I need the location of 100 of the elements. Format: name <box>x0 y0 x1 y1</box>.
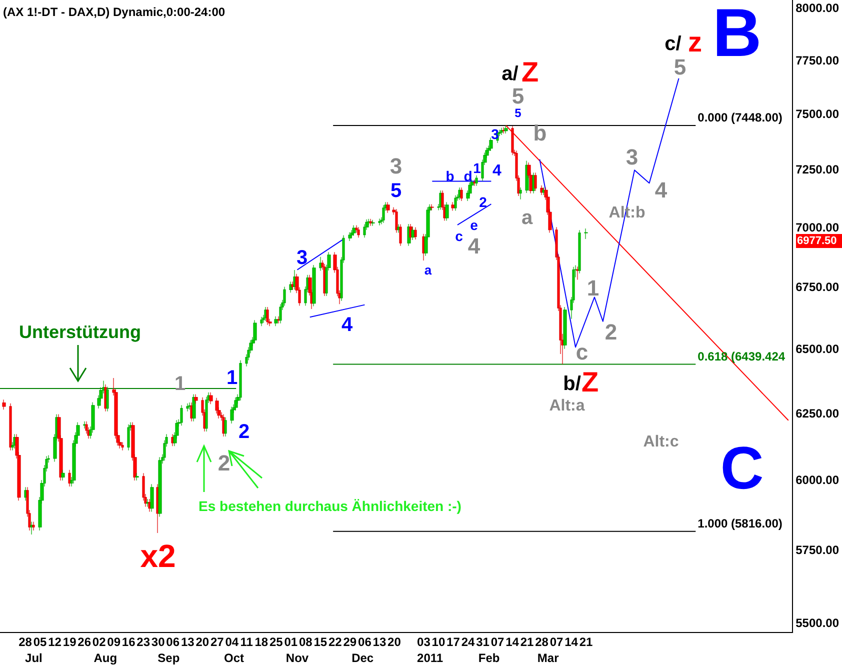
x-tick-label: 20 <box>196 635 210 649</box>
candlestick <box>234 397 238 411</box>
annotation: B <box>712 0 762 71</box>
candlestick <box>451 202 455 212</box>
candlestick <box>194 394 198 404</box>
y-tick-label: 7750.00 <box>796 53 840 68</box>
annotation: C <box>720 434 764 502</box>
x-tick-label: 25 <box>269 635 284 649</box>
x-tick-label: 08 <box>298 635 313 649</box>
candlestick <box>378 218 381 226</box>
candlestick <box>454 194 457 212</box>
candlestick <box>68 470 71 487</box>
annotation: z <box>688 26 702 58</box>
annotation: b/ <box>563 373 582 395</box>
candlestick <box>460 187 463 202</box>
candlestick <box>277 316 280 324</box>
annotation: Z <box>581 366 599 398</box>
x2-tick-label: Jul <box>25 651 42 665</box>
annotation: a <box>521 207 534 229</box>
x-tick-label: 03 <box>417 635 431 649</box>
x-tick-label: 22 <box>328 635 342 649</box>
candlestick <box>411 227 415 240</box>
annotation: e <box>470 217 478 233</box>
annotation: a <box>424 262 432 278</box>
annotation: Alt:a <box>549 398 585 414</box>
candlestick <box>260 316 263 326</box>
candlestick <box>430 204 434 211</box>
x-tick-label: 07 <box>490 635 504 649</box>
annotation: 3 <box>626 144 638 170</box>
x-tick-label: 02 <box>92 635 106 649</box>
annotation: c/ <box>664 33 682 55</box>
candlestick <box>24 486 27 501</box>
x-tick-label: 24 <box>461 635 475 649</box>
annotation: Es bestehen durchaus Ähnlichkeiten :-) <box>198 498 462 514</box>
series-label: 0.000 (7448.00) <box>698 110 782 125</box>
candlestick <box>180 404 183 426</box>
candlestick <box>519 187 522 200</box>
candlestick <box>274 316 278 326</box>
candlestick <box>121 442 124 451</box>
candlestick <box>578 230 581 274</box>
candlestick <box>230 406 234 424</box>
annotation: 5 <box>390 180 402 202</box>
annotation: 2 <box>238 421 250 443</box>
candlestick <box>563 306 567 350</box>
candlestick <box>135 472 139 481</box>
x-tick-label: 07 <box>550 635 564 649</box>
candlestick <box>584 228 588 240</box>
x-tick-label: 31 <box>476 635 490 649</box>
x2-tick-label: Feb <box>478 651 500 665</box>
candlestick <box>188 402 191 410</box>
x-tick-label: 11 <box>240 635 254 649</box>
y-tick-label: 6750.00 <box>796 280 840 294</box>
x2-tick-label: Aug <box>94 651 118 665</box>
y-tick-label: 5500.00 <box>796 616 840 630</box>
annotation: 2 <box>479 194 488 210</box>
annotation: 1 <box>473 160 482 176</box>
candlestick <box>186 403 189 412</box>
x-tick-label: 05 <box>33 635 48 649</box>
annotation: b <box>533 120 547 146</box>
candlestick <box>422 234 425 261</box>
y-tick-label: 7500.00 <box>796 107 840 122</box>
candlestick <box>363 224 366 238</box>
x-tick-label: 30 <box>151 635 166 649</box>
annotation: c <box>455 228 464 244</box>
x-tick-label: 13 <box>180 635 195 649</box>
x-tick-label: 26 <box>78 635 92 649</box>
x-tick-label: 09 <box>107 635 121 649</box>
y-tick-label: 7250.00 <box>796 162 840 177</box>
x2-tick-label: Mar <box>537 651 560 665</box>
candlestick <box>266 306 269 326</box>
x-tick-label: 23 <box>136 635 150 649</box>
candlestick <box>576 266 579 280</box>
annotation: d <box>464 168 472 184</box>
annotation: 4 <box>341 314 354 336</box>
candlestick <box>150 484 154 512</box>
candlestick <box>106 386 109 412</box>
candlestick <box>382 204 385 224</box>
candlestick <box>9 403 12 451</box>
candlestick <box>475 175 478 186</box>
x-tick-label: 21 <box>579 635 594 649</box>
x-tick-label: 15 <box>314 635 328 649</box>
candlestick <box>61 470 65 481</box>
candlestick <box>32 521 35 531</box>
x-tick-label: 28 <box>535 635 549 649</box>
x-tick-label: 19 <box>62 635 77 649</box>
annotation: 2 <box>218 450 230 476</box>
candlestick <box>357 226 360 238</box>
candlestick <box>146 498 149 508</box>
candlestick <box>158 456 162 518</box>
x2-tick-label: 2011 <box>417 651 444 665</box>
annotation: Alt:c <box>643 434 679 450</box>
annotation: 4 <box>468 234 481 258</box>
annotation: x2 <box>140 538 176 574</box>
annotation: 2 <box>604 320 618 344</box>
annotation: 4 <box>492 162 502 180</box>
annotation: 3 <box>390 154 402 178</box>
candlestick <box>395 208 398 233</box>
candlestick <box>224 416 227 437</box>
candlestick <box>312 264 316 307</box>
x-tick-label: 21 <box>520 635 534 649</box>
